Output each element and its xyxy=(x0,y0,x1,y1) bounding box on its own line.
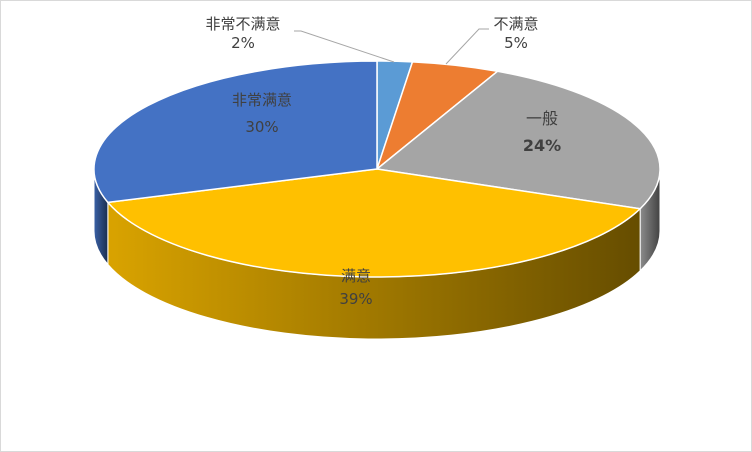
leader-line xyxy=(445,28,489,65)
slice-label: 一般 xyxy=(526,109,558,128)
slice-label: 非常满意 xyxy=(232,91,292,109)
slice-value-label: 5% xyxy=(504,34,528,52)
slice-label: 满意 xyxy=(341,267,371,285)
leader-line xyxy=(294,30,395,63)
slice-value-label: 2% xyxy=(231,34,255,52)
pie-slice-2[interactable] xyxy=(375,70,661,210)
slice-value-label: 24% xyxy=(523,136,561,155)
pie-slice-3[interactable] xyxy=(106,168,642,278)
slice-value-label: 30% xyxy=(245,118,278,136)
slice-label: 不满意 xyxy=(493,15,538,33)
slice-label: 非常不满意 xyxy=(205,15,280,33)
pie-slice-4[interactable] xyxy=(93,60,378,204)
slice-value-label: 39% xyxy=(339,290,372,308)
